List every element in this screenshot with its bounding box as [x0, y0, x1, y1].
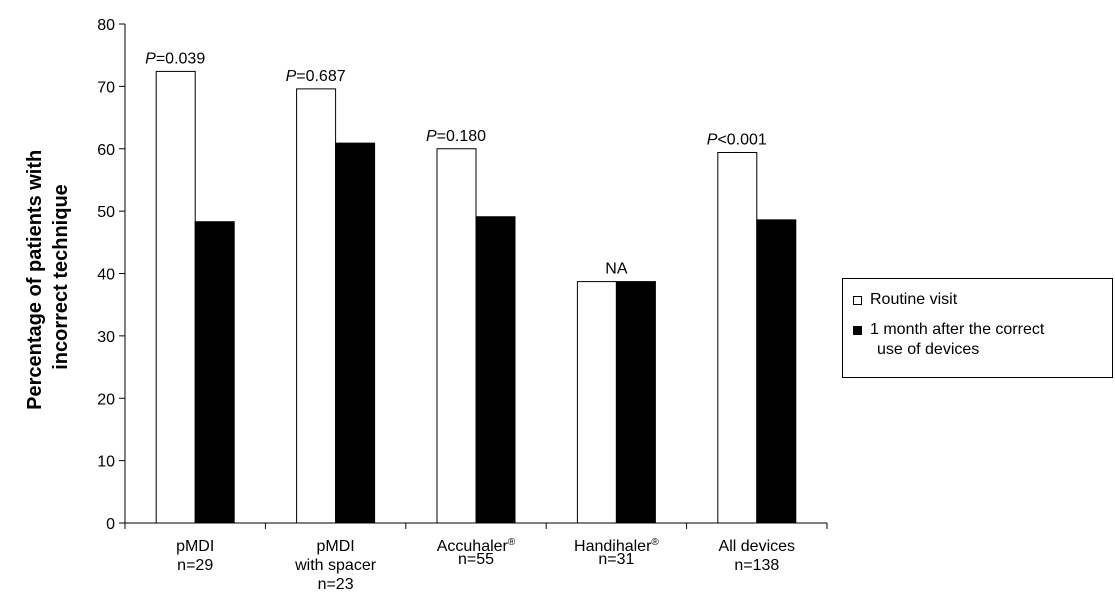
bar-routine-visit-pmdi — [296, 88, 337, 524]
bar-routine-visit-handihaler — [576, 281, 617, 524]
bar-routine-visit-all-devices — [717, 151, 758, 524]
y-tick-label: 80 — [97, 17, 115, 34]
significance-annotation: P=0.180 — [426, 128, 486, 145]
legend-label-1-month-after: 1 month after the correct use of devices — [870, 320, 1110, 360]
y-axis-label-line-2: incorrect technique — [50, 184, 72, 370]
x-category-label-line: n=29 — [177, 557, 213, 574]
significance-annotation: NA — [605, 261, 628, 278]
y-tick-label: 20 — [97, 391, 115, 408]
p-symbol: P — [286, 68, 297, 85]
y-tick-label: 40 — [97, 267, 115, 284]
x-category-label-line: All devices — [719, 538, 795, 555]
p-symbol: P — [145, 50, 156, 67]
y-axis-label: Percentage of patients with incorrect te… — [24, 144, 72, 410]
bar-routine-visit-pmdi — [155, 70, 196, 524]
legend-label-routine-visit: Routine visit — [870, 290, 1110, 310]
x-category-label-line: pMDI — [176, 538, 214, 555]
x-category-label-line: Handihaler — [574, 538, 652, 555]
y-tick-label: 50 — [97, 204, 115, 221]
x-category-label: Handihaler® n=31 — [574, 537, 659, 568]
p-value: <0.001 — [717, 131, 766, 148]
y-tick-label: 60 — [97, 142, 115, 159]
x-category-label: pMDI with spacer n=23 — [294, 538, 377, 593]
p-value: NA — [605, 261, 628, 278]
significance-annotation: P=0.687 — [286, 68, 346, 85]
registered-mark: ® — [508, 537, 516, 548]
legend-label-line: 1 month after the correct — [870, 321, 1045, 338]
x-category-label-line: n=55 — [458, 551, 494, 568]
p-symbol: P — [426, 128, 437, 145]
x-category-label: pMDI n=29 — [176, 538, 214, 574]
bar-1-month-after-pmdi — [335, 142, 376, 524]
y-tick-label: 70 — [97, 79, 115, 96]
bar-1-month-after-all-devices — [756, 219, 797, 524]
y-tick-label: 0 — [106, 516, 115, 533]
bar-1-month-after-accuhaler — [475, 216, 516, 524]
legend-label-line: Routine visit — [870, 291, 958, 308]
y-tick-label: 10 — [97, 454, 115, 471]
p-value: =0.180 — [437, 128, 486, 145]
x-category-label-line: with spacer — [294, 557, 377, 574]
x-category-label-line: Accuhaler — [437, 538, 509, 555]
significance-annotation: P<0.001 — [707, 131, 767, 148]
axes: 0 10 20 30 40 50 60 70 80 — [97, 17, 828, 533]
legend-swatch-1-month-after — [853, 326, 862, 335]
legend-label-line: use of devices — [877, 341, 980, 358]
y-tick-label: 30 — [97, 329, 115, 346]
y-axis-label-line-1: Percentage of patients with — [24, 150, 46, 410]
x-category-label-line: n=138 — [734, 557, 779, 574]
legend-item-1-month-after: 1 month after the correct use of devices — [853, 320, 1110, 360]
bar-1-month-after-handihaler — [615, 281, 656, 524]
legend: Routine visit 1 month after the correct u… — [842, 278, 1113, 378]
registered-mark: ® — [651, 537, 659, 548]
p-value: =0.687 — [296, 68, 345, 85]
significance-annotation: P=0.039 — [145, 50, 205, 67]
x-category-label: Accuhaler® n=55 — [437, 537, 516, 568]
bars — [155, 70, 797, 524]
x-category-label-line: n=31 — [598, 551, 634, 568]
legend-swatch-routine-visit — [853, 296, 862, 305]
x-category-label-line: n=23 — [318, 576, 354, 593]
p-value: =0.039 — [156, 50, 205, 67]
bar-routine-visit-accuhaler — [436, 148, 477, 524]
bar-1-month-after-pmdi — [194, 221, 235, 524]
p-symbol: P — [707, 131, 718, 148]
x-category-label-line: pMDI — [316, 538, 354, 555]
x-category-label: All devices n=138 — [719, 538, 795, 574]
legend-item-routine-visit: Routine visit — [853, 290, 1110, 310]
